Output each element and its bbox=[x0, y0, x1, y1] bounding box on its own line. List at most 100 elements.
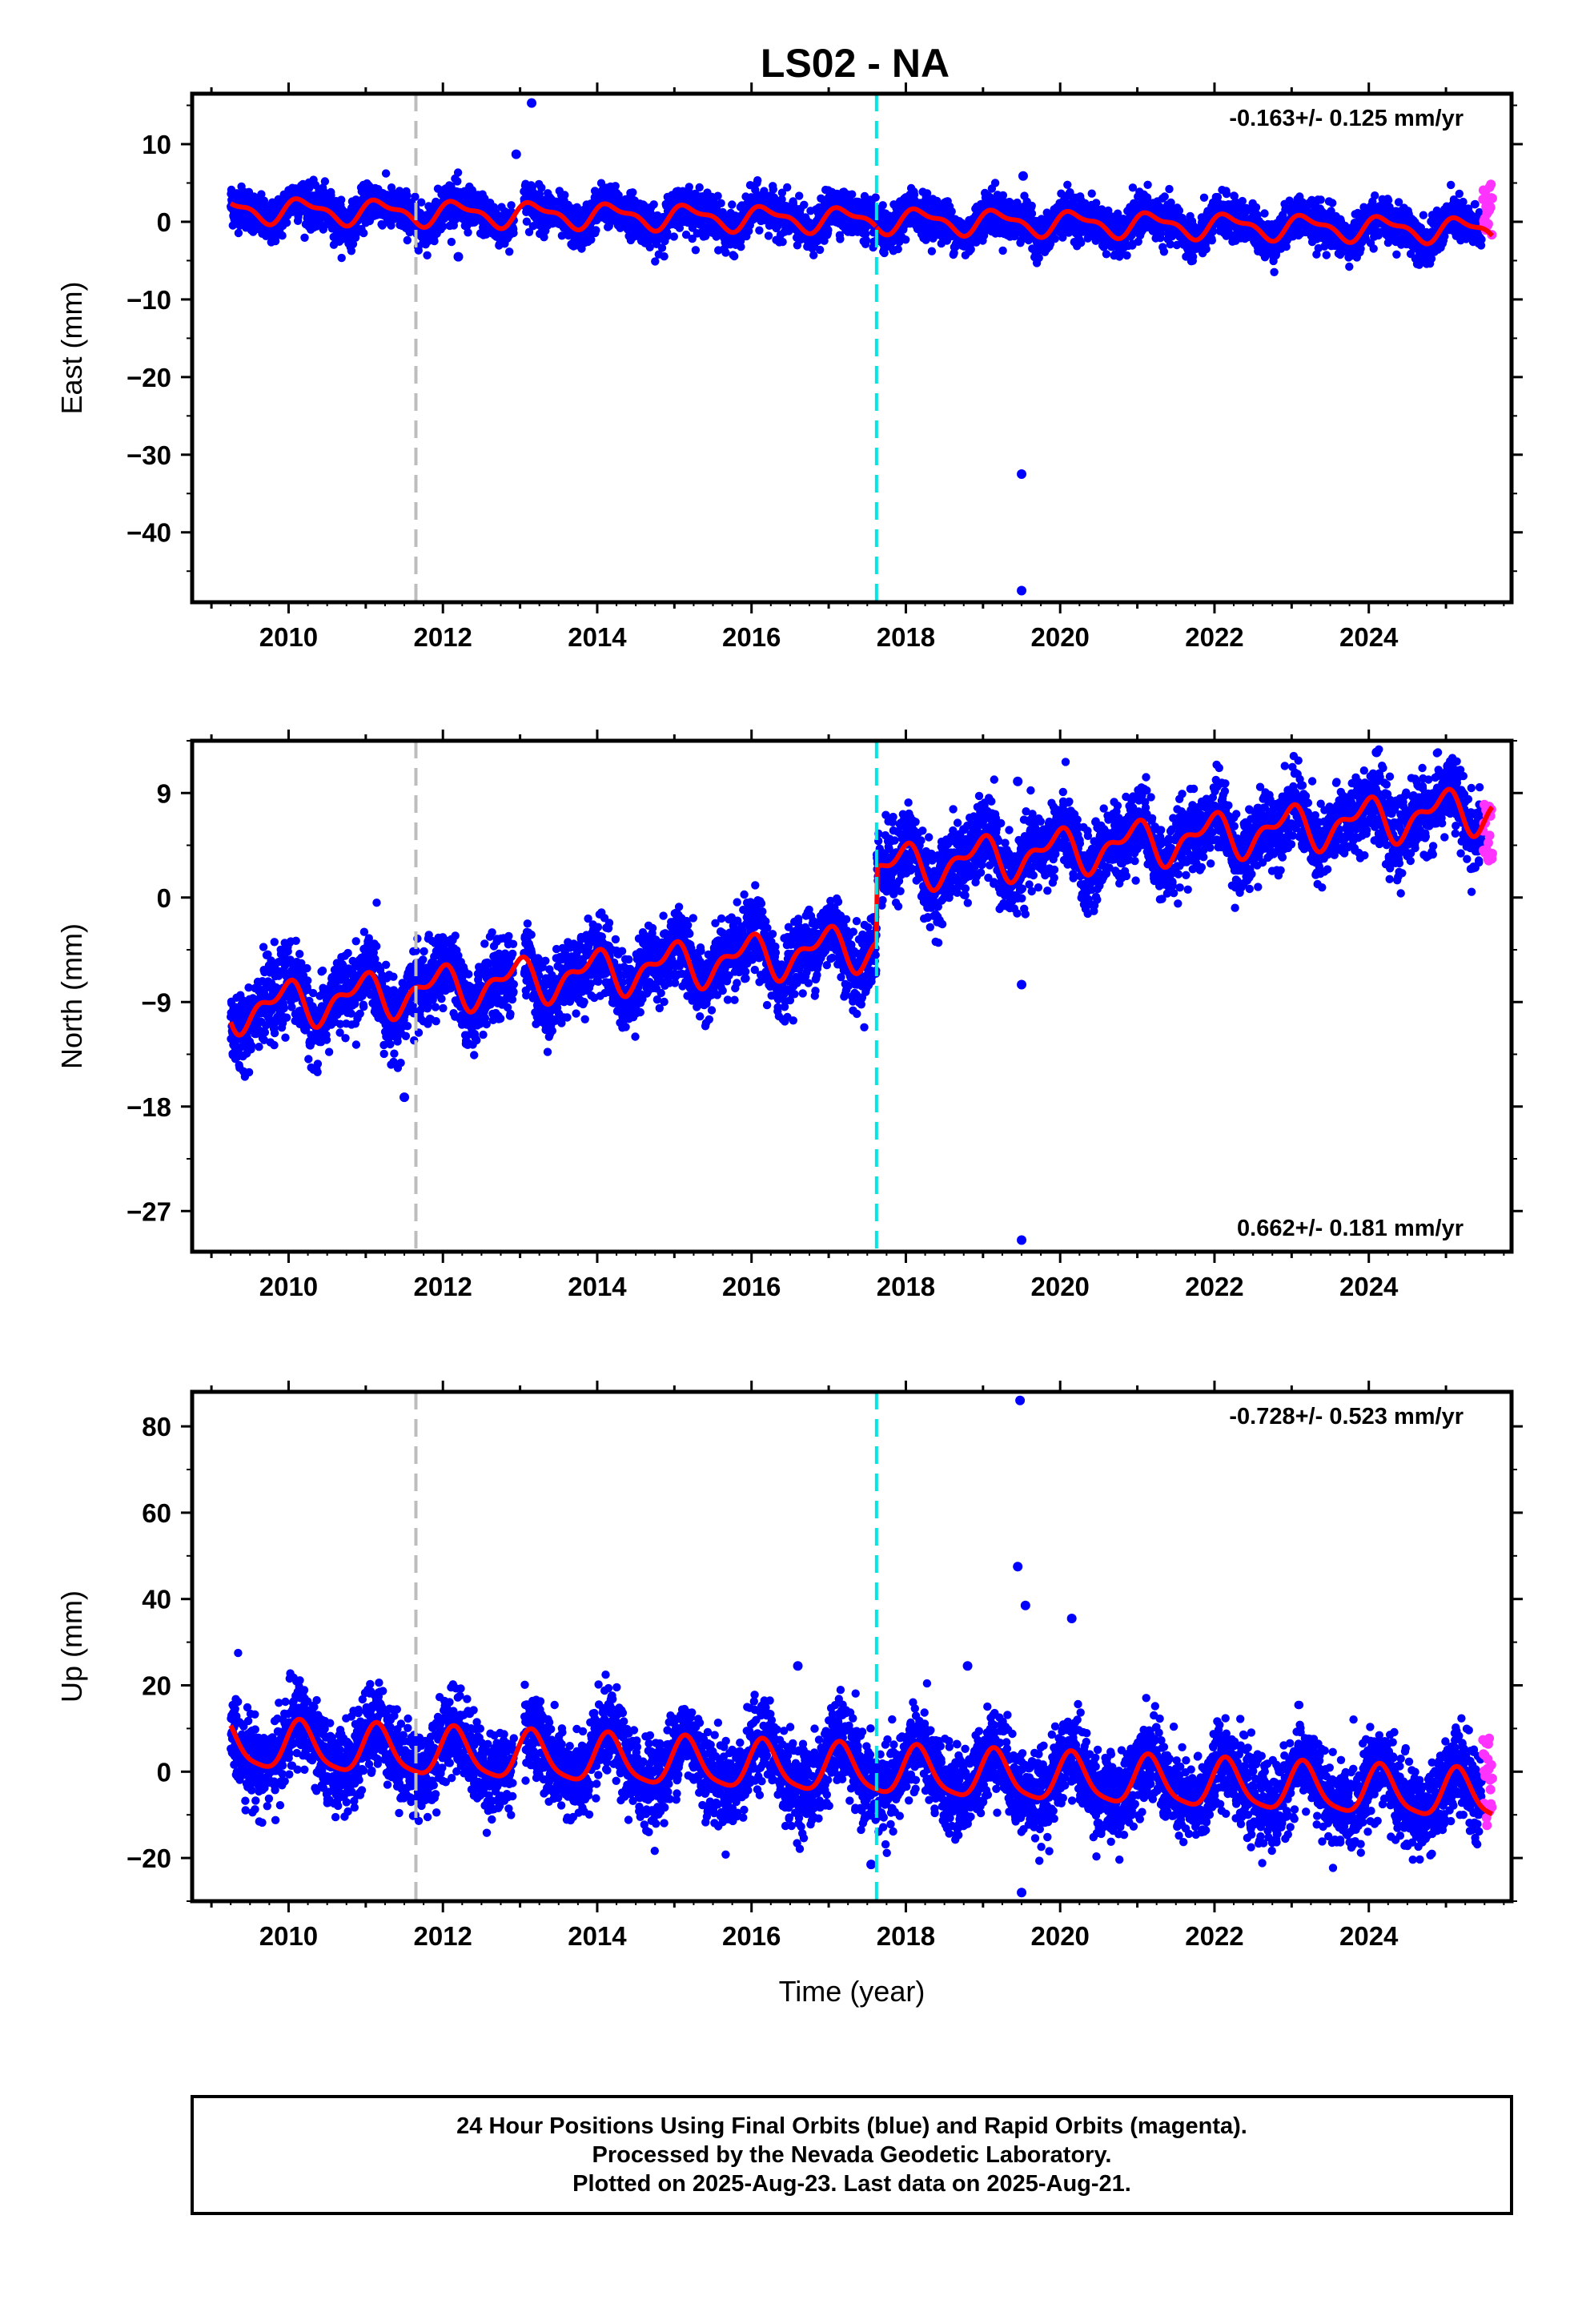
data-point bbox=[848, 190, 857, 199]
data-point bbox=[257, 190, 266, 199]
data-point bbox=[560, 191, 569, 199]
data-point bbox=[430, 236, 439, 246]
data-point bbox=[1087, 189, 1096, 198]
data-point bbox=[259, 196, 269, 205]
data-point bbox=[535, 190, 544, 199]
data-point bbox=[611, 182, 620, 191]
data-point bbox=[327, 191, 335, 200]
data-point bbox=[675, 223, 685, 232]
data-point bbox=[764, 231, 773, 240]
data-point bbox=[439, 222, 448, 231]
data-point bbox=[1159, 247, 1169, 256]
data-point bbox=[278, 231, 287, 240]
data-point bbox=[728, 200, 737, 209]
data-point bbox=[587, 235, 596, 244]
data-point bbox=[778, 237, 787, 247]
data-point bbox=[753, 176, 762, 185]
data-point bbox=[861, 235, 871, 245]
data-point bbox=[783, 183, 792, 192]
data-point bbox=[464, 228, 472, 237]
data-point bbox=[721, 248, 730, 257]
data-point bbox=[669, 232, 678, 241]
data-point bbox=[451, 215, 460, 224]
data-point bbox=[524, 227, 534, 236]
data-point bbox=[300, 233, 309, 242]
chart-title: LS02 - NA bbox=[761, 41, 950, 86]
data-point bbox=[347, 247, 356, 255]
data-point bbox=[1063, 180, 1072, 189]
data-point bbox=[1260, 209, 1269, 218]
data-point bbox=[688, 234, 697, 243]
data-point bbox=[557, 231, 567, 240]
data-point bbox=[387, 221, 396, 230]
data-point bbox=[411, 192, 420, 201]
data-point bbox=[1027, 201, 1036, 211]
data-point bbox=[966, 245, 975, 254]
data-point bbox=[423, 251, 432, 259]
data-point bbox=[1034, 253, 1043, 263]
data-point bbox=[717, 199, 725, 207]
data-point bbox=[651, 257, 660, 266]
data-point bbox=[540, 233, 548, 242]
data-point bbox=[901, 235, 910, 244]
data-point bbox=[1102, 250, 1111, 259]
data-point bbox=[809, 251, 818, 259]
data-point bbox=[657, 243, 667, 252]
data-point bbox=[1270, 267, 1279, 276]
data-point bbox=[649, 200, 658, 209]
data-point bbox=[998, 191, 1008, 200]
data-point bbox=[628, 188, 637, 197]
data-point bbox=[795, 191, 804, 200]
data-point bbox=[663, 231, 672, 240]
data-point bbox=[359, 228, 368, 238]
data-point bbox=[320, 177, 330, 186]
data-point bbox=[592, 226, 600, 235]
data-point bbox=[660, 252, 669, 261]
data-point bbox=[537, 183, 546, 192]
panels-container: 2010 2012 2014 2016 2018 2020 2022 2024100−10−2… bbox=[55, 82, 1523, 2008]
data-point bbox=[691, 246, 701, 255]
data-point bbox=[769, 185, 777, 194]
data-point bbox=[1027, 209, 1037, 218]
data-point bbox=[417, 198, 426, 207]
data-point bbox=[695, 183, 704, 192]
data-point bbox=[755, 226, 764, 235]
data-point bbox=[681, 230, 691, 239]
data-point bbox=[777, 188, 787, 197]
data-point bbox=[596, 179, 606, 187]
data-point bbox=[645, 243, 654, 251]
data-point bbox=[414, 246, 423, 255]
data-point bbox=[713, 191, 722, 200]
data-point bbox=[381, 169, 391, 178]
data-point bbox=[1222, 189, 1231, 199]
data-point bbox=[378, 221, 387, 230]
data-point bbox=[471, 217, 480, 226]
data-point bbox=[447, 237, 456, 247]
data-point bbox=[990, 179, 1000, 187]
data-point bbox=[282, 218, 291, 227]
data-point bbox=[1160, 192, 1169, 201]
data-point bbox=[522, 217, 532, 226]
panel-east: 2010 2012 2014 2016 2018 2020 2022 2024100−10−2… bbox=[55, 82, 1523, 652]
data-point bbox=[403, 235, 412, 245]
data-point bbox=[403, 191, 412, 200]
data-point bbox=[824, 226, 833, 235]
data-point bbox=[453, 168, 463, 177]
data-point bbox=[878, 201, 887, 210]
data-point bbox=[871, 193, 880, 202]
plot-area-east bbox=[227, 94, 1497, 602]
data-point bbox=[737, 243, 745, 251]
data-point bbox=[1122, 251, 1131, 260]
data-point bbox=[1202, 244, 1211, 254]
data-point bbox=[1199, 193, 1209, 202]
data-point bbox=[1165, 184, 1174, 194]
data-point bbox=[507, 201, 516, 210]
data-point bbox=[685, 183, 693, 191]
data-point bbox=[927, 247, 937, 255]
data-point bbox=[509, 228, 518, 238]
data-point bbox=[640, 201, 648, 210]
data-point bbox=[815, 245, 825, 255]
data-point bbox=[337, 195, 346, 204]
data-point bbox=[730, 251, 739, 261]
